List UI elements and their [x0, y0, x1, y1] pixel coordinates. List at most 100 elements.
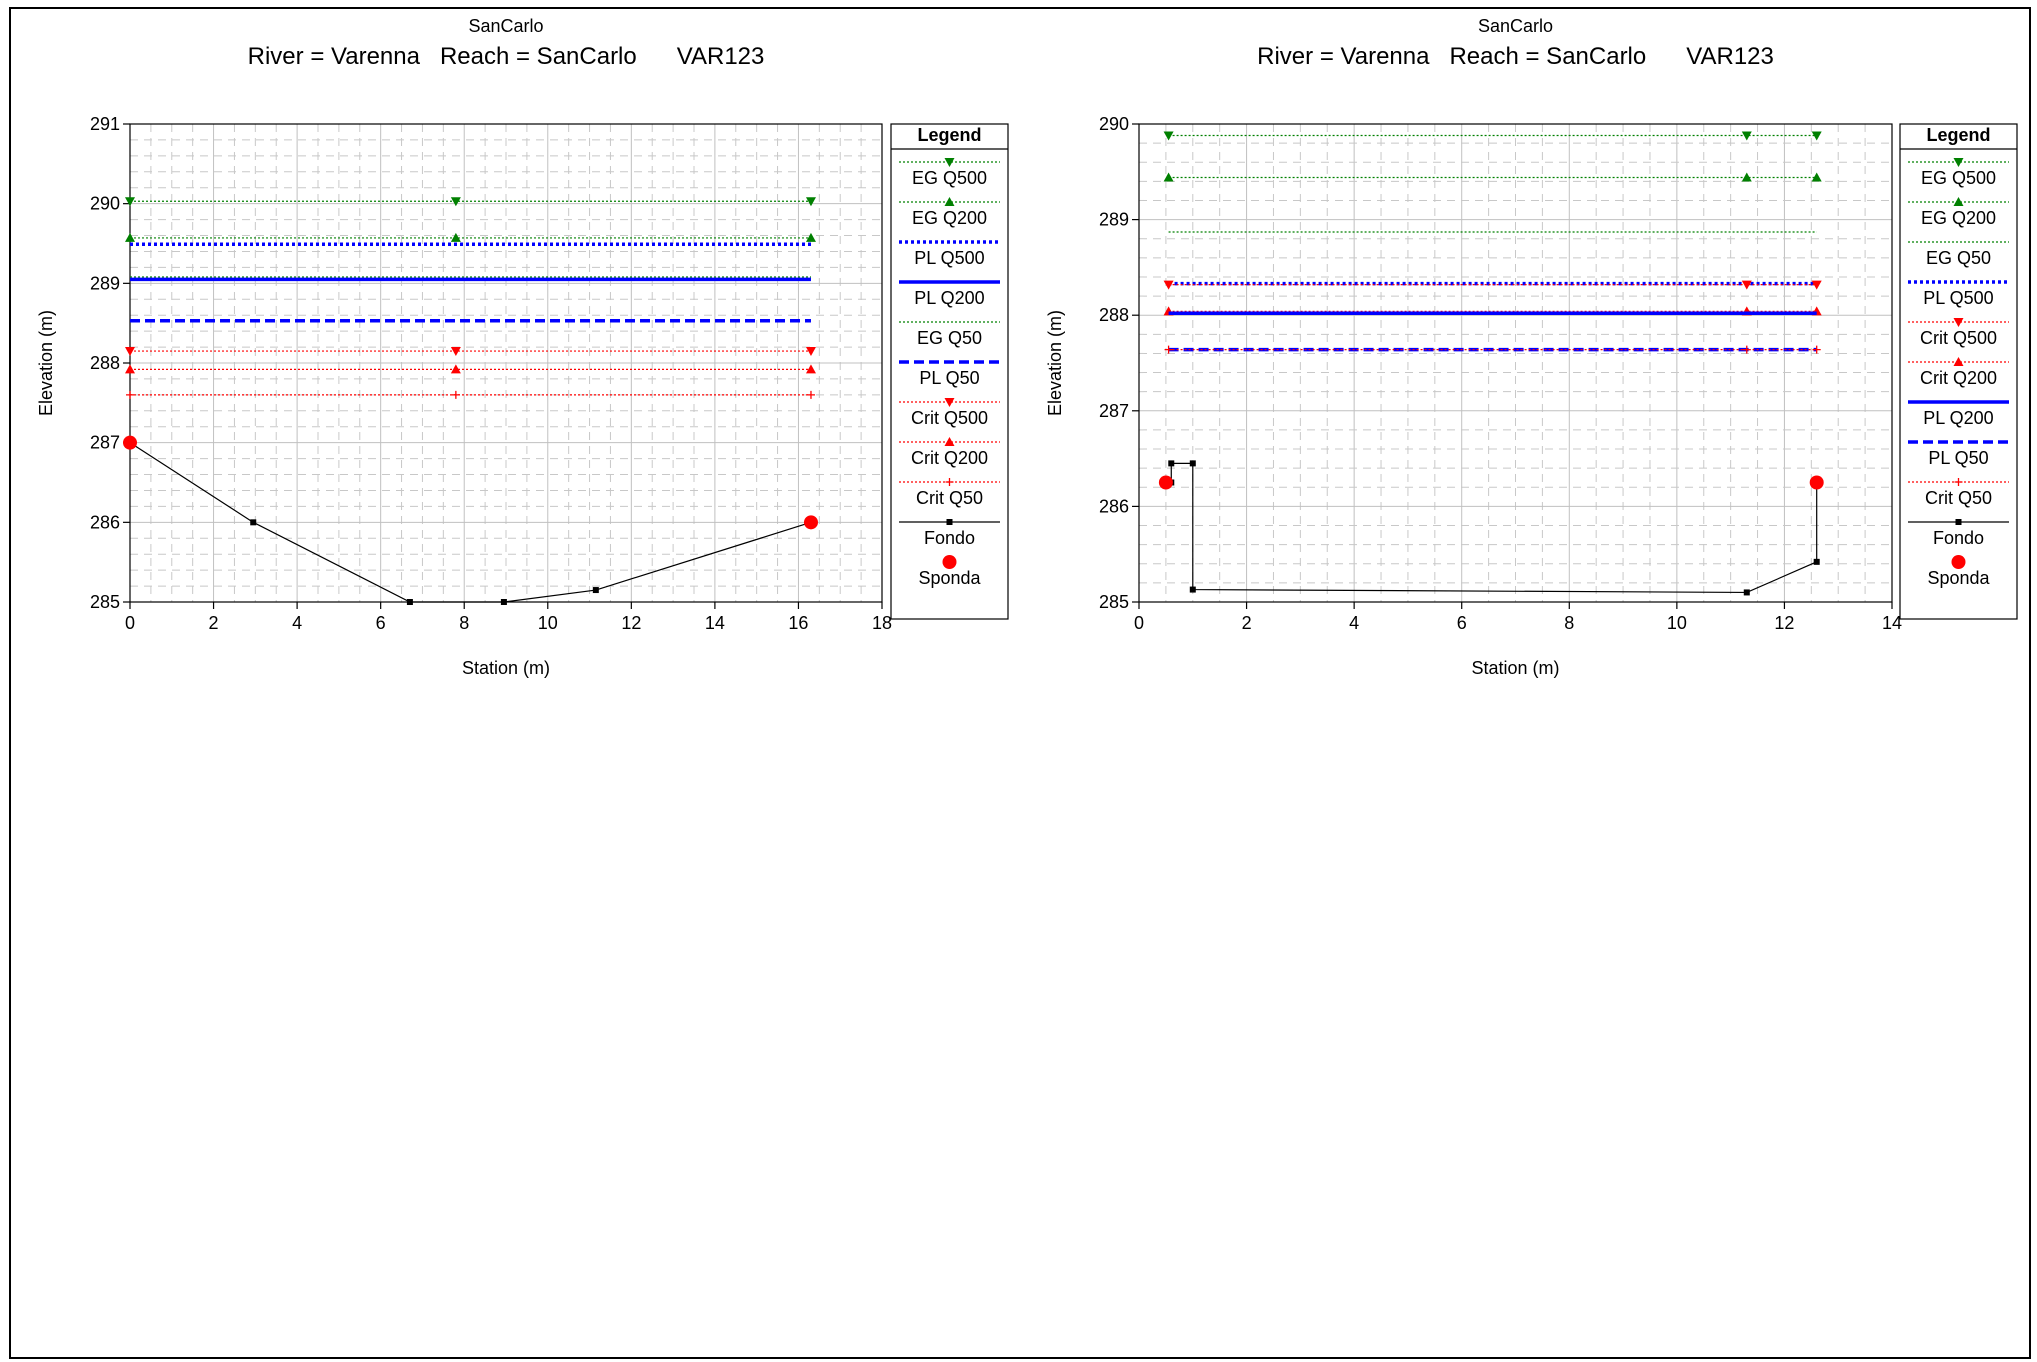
plot-grid	[1138, 123, 1893, 603]
legend-entry-eg-q500: EG Q500	[912, 168, 987, 188]
series-crit-q50	[126, 390, 815, 399]
legend-marker	[1953, 158, 1964, 167]
data-point-crit-q500	[1811, 280, 1822, 290]
legend-entry-eg-q50: EG Q50	[917, 328, 982, 348]
legend: Legend EG Q500 EG Q200 PL Q500 PL Q200 EG Q50…	[890, 123, 1009, 620]
legend-marker	[944, 398, 955, 407]
x-tick-label: 6	[1457, 613, 1467, 633]
y-axis-label: Elevation (m)	[36, 310, 56, 416]
x-tick-label: 2	[209, 613, 219, 633]
legend-entry-crit-q50: Crit Q50	[1925, 488, 1992, 508]
legend-entry-pl-q500: PL Q500	[1923, 288, 1993, 308]
legend-entry-eg-q500: EG Q500	[1921, 168, 1996, 188]
data-point-fondo	[250, 519, 257, 526]
legend-entry-fondo: Fondo	[924, 528, 975, 548]
series-eg-q500	[1163, 131, 1822, 141]
legend-entry-crit-q200: Crit Q200	[911, 448, 988, 468]
y-tick-label: 287	[1099, 401, 1129, 421]
legend-entry-pl-q200: PL Q200	[914, 288, 984, 308]
page-frame	[9, 7, 2031, 1359]
legend-marker	[945, 478, 954, 486]
x-tick-label: 2	[1242, 613, 1252, 633]
series-crit-q200	[125, 364, 816, 374]
data-point-sponda	[123, 435, 137, 450]
data-point-crit-q50	[451, 390, 460, 399]
series-crit-q500	[1163, 280, 1822, 290]
data-point-crit-q500	[125, 347, 135, 357]
cross-section-chart-right: SanCarlo River = Varenna Reach = SanCarlo…	[1045, 16, 2018, 678]
legend-marker	[944, 158, 955, 167]
data-point-crit-q200	[450, 364, 461, 374]
data-point-crit-q50	[1742, 345, 1751, 354]
y-axis-label: Elevation (m)	[1045, 310, 1065, 416]
x-tick-label: 14	[1882, 613, 1902, 633]
legend-entry-pl-q500: PL Q500	[914, 248, 984, 268]
series-crit-q500	[125, 347, 816, 357]
data-point-crit-q50	[1812, 345, 1821, 354]
legend-entry-pl-q50: PL Q50	[919, 368, 979, 388]
legend-title: Legend	[1926, 125, 1990, 145]
x-tick-label: 4	[292, 613, 302, 633]
data-point-fondo	[406, 599, 413, 605]
legend-marker	[946, 519, 953, 525]
data-point-fondo	[1189, 460, 1196, 467]
series-crit-q50	[1164, 345, 1821, 354]
legend-marker	[1954, 478, 1963, 486]
chart-subtitle: SanCarlo	[1478, 16, 1553, 36]
data-point-crit-q500	[805, 347, 816, 357]
data-point-eg-q500	[1741, 131, 1752, 141]
x-tick-label: 12	[621, 613, 641, 633]
x-tick-label: 0	[125, 613, 135, 633]
x-tick-label: 14	[705, 613, 725, 633]
data-point-eg-q200	[450, 232, 461, 242]
y-tick-label: 290	[1099, 114, 1129, 134]
legend-entry-crit-q200: Crit Q200	[1920, 368, 1997, 388]
y-tick-label: 286	[1099, 496, 1129, 516]
y-tick-label: 289	[1099, 210, 1129, 230]
y-tick-label: 286	[90, 512, 120, 532]
data-point-fondo	[1813, 558, 1820, 565]
legend-title: Legend	[917, 125, 981, 145]
x-tick-label: 16	[788, 613, 808, 633]
data-point-sponda	[1809, 475, 1824, 490]
legend-entry-sponda: Sponda	[1927, 568, 1990, 588]
series-eg-q200	[1163, 172, 1822, 182]
data-point-fondo	[1743, 589, 1750, 596]
x-tick-label: 4	[1349, 613, 1359, 633]
data-point-eg-q200	[125, 232, 135, 242]
chart-title: River = Varenna Reach = SanCarlo VAR123	[248, 43, 765, 70]
legend: Legend EG Q500 EG Q200 EG Q50 PL Q500 Crit Q5…	[1899, 123, 2018, 620]
legend-marker	[942, 555, 957, 569]
x-tick-label: 8	[1564, 613, 1574, 633]
y-tick-label: 288	[90, 353, 120, 373]
x-tick-label: 8	[459, 613, 469, 633]
series-line-fondo	[129, 442, 812, 603]
y-tick-label: 285	[90, 592, 120, 612]
series-sponda	[1158, 475, 1824, 490]
legend-marker	[1953, 318, 1964, 327]
chart-title: River = Varenna Reach = SanCarlo VAR123	[1257, 43, 1774, 70]
plot-frame	[1138, 123, 1893, 603]
cross-section-chart-left: SanCarlo River = Varenna Reach = SanCarlo…	[36, 16, 1009, 678]
chart-subtitle: SanCarlo	[468, 16, 543, 36]
data-point-eg-q200	[1163, 172, 1174, 182]
legend-entry-crit-q500: Crit Q500	[911, 408, 988, 428]
data-point-sponda	[803, 515, 818, 530]
series-line-fondo	[1165, 462, 1818, 594]
y-tick-label: 288	[1099, 305, 1129, 325]
legend-entry-crit-q500: Crit Q500	[1920, 328, 1997, 348]
x-tick-label: 10	[538, 613, 558, 633]
x-tick-label: 12	[1774, 613, 1794, 633]
data-point-crit-q200	[125, 364, 135, 374]
data-point-eg-q500	[450, 197, 461, 207]
data-point-crit-q50	[806, 390, 815, 399]
legend-marker	[944, 197, 955, 206]
data-point-fondo	[1168, 460, 1175, 467]
data-point-crit-q200	[805, 364, 816, 374]
legend-box	[890, 123, 1009, 620]
y-tick-label: 289	[90, 273, 120, 293]
legend-marker	[1953, 197, 1964, 206]
data-point-crit-q500	[1163, 280, 1174, 290]
data-point-crit-q500	[450, 347, 461, 357]
legend-marker	[1953, 357, 1964, 366]
